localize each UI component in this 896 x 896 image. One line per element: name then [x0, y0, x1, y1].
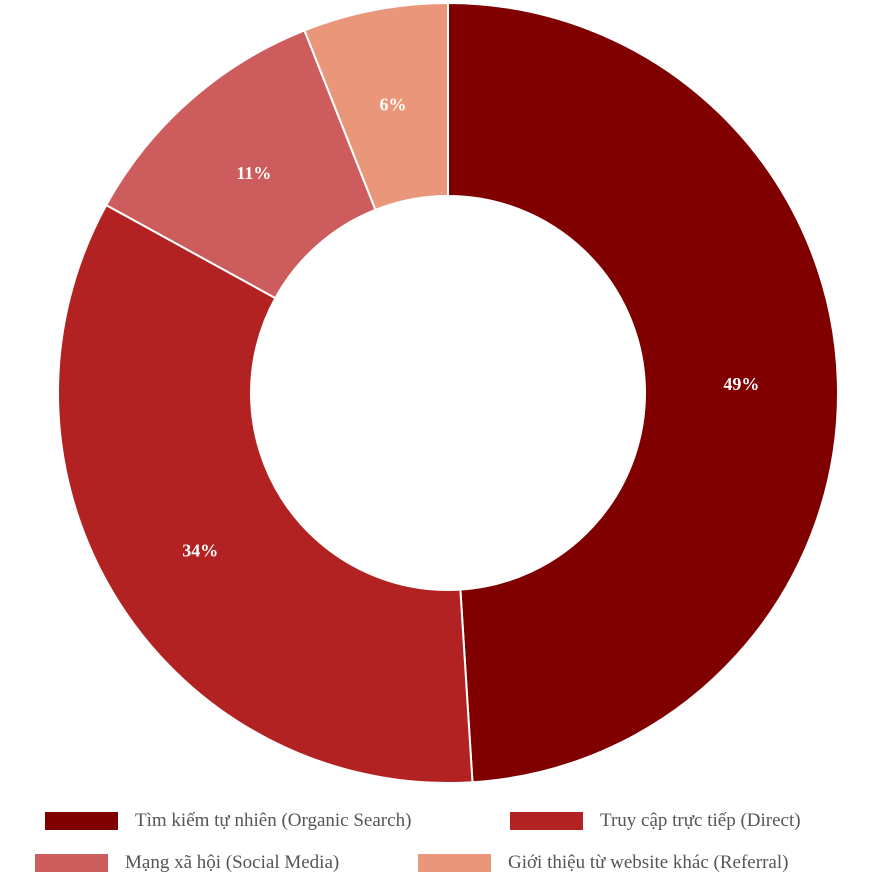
donut-slice[interactable] — [447, 1, 839, 784]
legend-swatch — [45, 812, 118, 830]
donut-chart: 49% 34% 11% 6% — [57, 1, 839, 784]
data-label: 34% — [182, 540, 218, 560]
legend-swatch — [35, 854, 108, 872]
donut-slice[interactable] — [57, 203, 474, 784]
legend-label: Giới thiệu từ website khác (Referral) — [508, 852, 789, 873]
legend-item-organic[interactable]: Tìm kiếm tự nhiên (Organic Search) — [45, 810, 411, 832]
donut-slice[interactable] — [104, 29, 377, 300]
legend-label: Mạng xã hội (Social Media) — [125, 852, 340, 873]
data-label: 11% — [236, 163, 271, 183]
legend-label: Tìm kiếm tự nhiên (Organic Search) — [135, 810, 412, 831]
data-label: 49% — [723, 374, 759, 394]
legend-swatch — [418, 854, 491, 872]
donut-slice[interactable] — [303, 1, 449, 212]
legend-item-direct[interactable]: Truy cập trực tiếp (Direct) — [510, 810, 801, 832]
legend-swatch — [510, 812, 583, 830]
legend-item-social[interactable]: Mạng xã hội (Social Media) — [35, 852, 339, 874]
data-label: 6% — [380, 95, 407, 115]
legend-label: Truy cập trực tiếp (Direct) — [600, 810, 801, 831]
legend-item-referral[interactable]: Giới thiệu từ website khác (Referral) — [418, 852, 788, 874]
